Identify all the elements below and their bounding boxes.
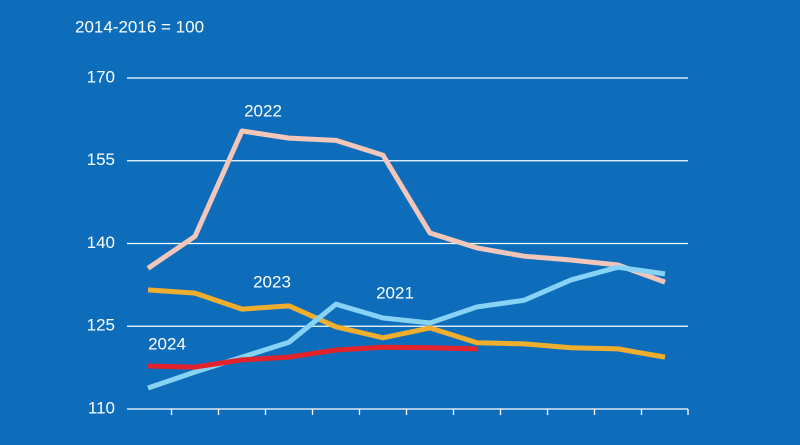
chart-subtitle: 2014-2016 = 100 (75, 17, 204, 36)
y-tick-label: 125 (87, 316, 115, 335)
series-line (146, 128, 666, 285)
series-label: 2023 (253, 272, 291, 291)
series-label: 2022 (244, 101, 282, 120)
series-label: 2021 (376, 283, 414, 302)
y-tick-label: 155 (87, 150, 115, 169)
y-tick-label: 110 (88, 398, 115, 417)
series-line (147, 287, 666, 360)
series-label: 2024 (148, 334, 186, 353)
y-tick-label: 140 (87, 233, 115, 252)
y-tick-label: 170 (87, 67, 115, 86)
series-line (147, 344, 478, 370)
